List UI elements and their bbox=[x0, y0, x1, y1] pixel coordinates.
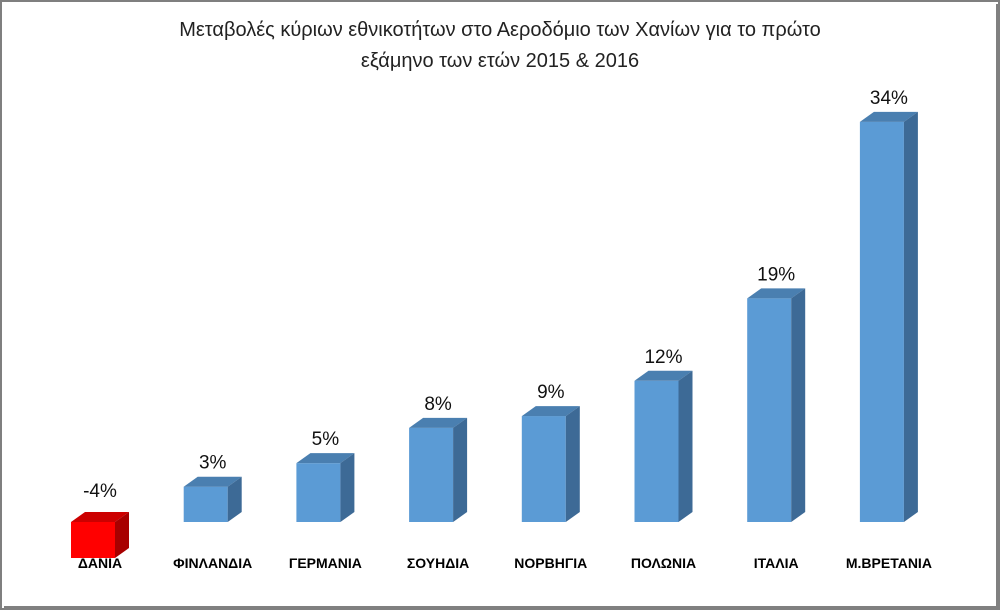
bar-top bbox=[296, 453, 355, 464]
bar-front bbox=[409, 427, 454, 522]
chart-title-line-2: εξάμηνο των ετών 2015 & 2016 bbox=[361, 50, 639, 72]
bars-group: -4% ΔΑΝΙΑ 3% ΦΙΝΛΑΝΔΙΑ 5% ΓΕΡΜΑΝΙΑ 8% ΣΟΥΗΔΙΑ 9%… bbox=[71, 88, 932, 571]
bar-front bbox=[296, 463, 341, 522]
bar-front bbox=[521, 416, 566, 522]
bar-top bbox=[409, 417, 468, 428]
category-label: ΓΕΡΜΑΝΙΑ bbox=[289, 555, 362, 571]
value-label: 3% bbox=[199, 453, 227, 474]
bar-4 bbox=[409, 417, 468, 522]
bar-side bbox=[678, 370, 693, 522]
bar-5 bbox=[521, 406, 580, 522]
bar-6 bbox=[634, 370, 693, 522]
bar-3 bbox=[296, 453, 355, 522]
category-label: ΣΟΥΗΔΙΑ bbox=[407, 555, 469, 571]
bar-side bbox=[903, 111, 918, 522]
value-label: 5% bbox=[312, 429, 340, 450]
category-label: ΔΑΝΙΑ bbox=[78, 555, 122, 571]
bar-7 bbox=[747, 288, 806, 522]
category-label: ΠΟΛΩΝΙΑ bbox=[631, 555, 696, 571]
bar-side bbox=[227, 476, 242, 522]
frame-shadow-right bbox=[996, 4, 1000, 610]
bar-top bbox=[521, 406, 580, 417]
bar-side bbox=[791, 288, 806, 522]
bar-side bbox=[565, 406, 580, 522]
value-label: 8% bbox=[424, 394, 452, 415]
value-label: 19% bbox=[757, 264, 795, 285]
bar-front bbox=[634, 380, 679, 522]
bar-top bbox=[747, 288, 806, 299]
chart-title-line-1: Μεταβολές κύριων εθνικοτήτων στο Αεροδόμ… bbox=[179, 19, 821, 41]
bar-front bbox=[183, 486, 228, 522]
bar-front bbox=[71, 522, 115, 558]
bar-top bbox=[859, 111, 918, 122]
bar-top bbox=[71, 512, 129, 522]
value-label: -4% bbox=[83, 481, 117, 502]
category-label: ΦΙΝΛΑΝΔΙΑ bbox=[173, 555, 252, 571]
bar-front bbox=[859, 121, 904, 522]
bar-side bbox=[115, 512, 129, 558]
category-label: ΙΤΑΛΙΑ bbox=[754, 555, 799, 571]
bar-side bbox=[340, 453, 355, 522]
bar-8 bbox=[859, 111, 918, 522]
value-label: 12% bbox=[644, 347, 682, 368]
bar-2 bbox=[183, 476, 242, 522]
bar-top bbox=[183, 476, 242, 487]
bar-side bbox=[453, 417, 468, 522]
bar-front bbox=[747, 298, 792, 522]
bar-1 bbox=[71, 512, 129, 558]
bar-top bbox=[634, 370, 693, 381]
frame-shadow-bottom bbox=[4, 606, 1000, 610]
category-label: Μ.ΒΡΕΤΑΝΙΑ bbox=[846, 555, 932, 571]
value-label: 34% bbox=[870, 88, 908, 109]
category-label: ΝΟΡΒΗΓΙΑ bbox=[514, 555, 587, 571]
value-label: 9% bbox=[537, 382, 565, 403]
